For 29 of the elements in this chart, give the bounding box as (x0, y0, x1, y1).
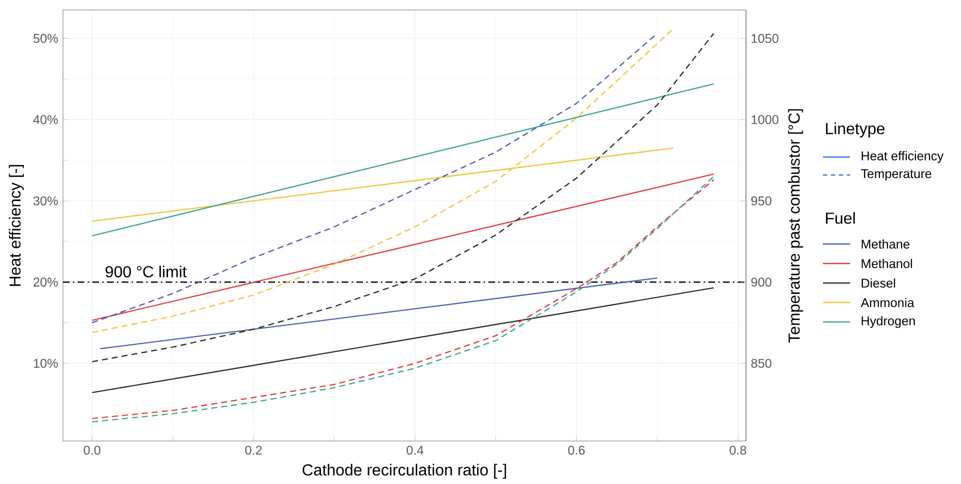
y-tick-label: 10% (34, 358, 58, 368)
y-tick-label: 50% (33, 34, 58, 43)
y2-tick-label: 950 (751, 196, 772, 206)
legend-label: Hydrogen (862, 316, 915, 328)
legend-label: Methanol (862, 258, 912, 268)
x-tick-label: 0.2 (245, 446, 262, 455)
legend-title: Fuel (826, 212, 855, 224)
y2-axis-title: Temperature past combustor [°C] (788, 109, 803, 343)
y-tick-label: 40% (33, 115, 58, 124)
x-tick-label: 0.0 (84, 446, 100, 455)
ref-line-label: 900 °C limit (106, 266, 187, 278)
x-tick-label: 0.4 (406, 446, 424, 455)
legend-label: Diesel (862, 278, 896, 288)
y2-tick-label: 900 (751, 278, 772, 287)
y-tick-label: 30% (33, 196, 58, 206)
y-tick-label: 20% (34, 278, 58, 287)
x-axis-title: Cathode recirculation ratio [-] (302, 464, 506, 479)
x-tick-label: 0.8 (730, 446, 746, 455)
text: Linetype (826, 122, 884, 138)
text: Temperature (861, 169, 932, 181)
legend-label: Ammonia (860, 298, 914, 308)
y2-tick-label: 1050 (752, 34, 778, 43)
y-axis-title: Heat efficiency [-] (8, 164, 24, 286)
y2-tick-label: 1000 (752, 115, 778, 124)
x-tick-label: 0.6 (568, 446, 585, 455)
line-series (91, 32, 714, 362)
text: Heat efficiency (862, 151, 944, 163)
y2-tick-label: 850 (751, 358, 772, 368)
legend-label: Methane (862, 239, 910, 249)
